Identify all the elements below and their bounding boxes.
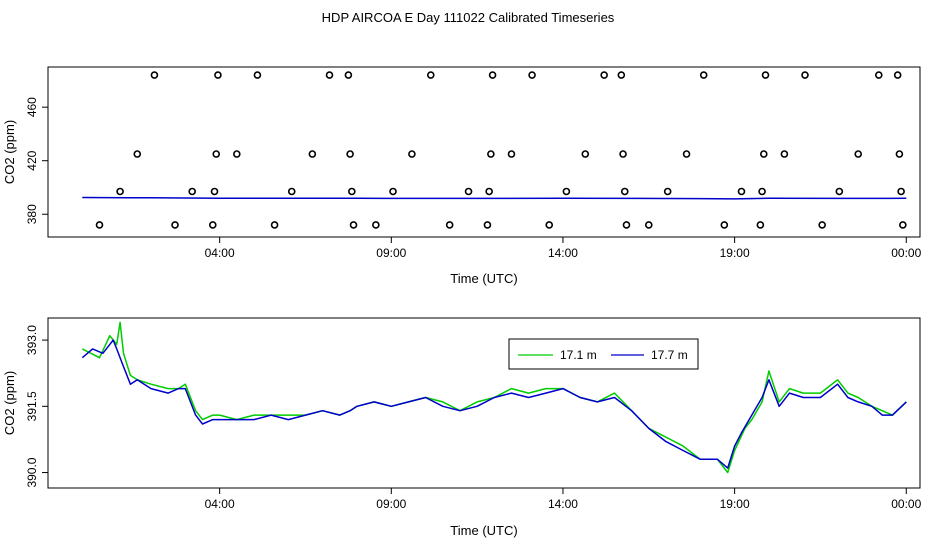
data-point [372, 221, 380, 229]
data-point [233, 150, 241, 158]
plot-frame [47, 66, 921, 238]
data-point [214, 71, 222, 79]
data-point [346, 150, 354, 158]
data-point [622, 221, 631, 229]
x-tick-label: 04:00 [205, 497, 235, 511]
data-point [507, 150, 516, 158]
data-point [875, 71, 883, 79]
data-point [801, 71, 809, 79]
x-tick-label: 19:00 [720, 497, 750, 511]
data-point [780, 150, 789, 158]
data-point [208, 221, 217, 229]
panel-marks [82, 71, 907, 229]
data-point [485, 187, 493, 196]
panel-ticks: 04:00 09:00 14:00 19:00 00:00 390.0 391.5 393.0 [25, 325, 922, 511]
data-point [349, 221, 358, 229]
data-point [344, 71, 353, 79]
data-point [270, 221, 279, 229]
series-line-0 [82, 196, 907, 200]
x-tick-label: 09:00 [376, 246, 406, 260]
x-tick-label: 04:00 [205, 246, 235, 260]
data-point [699, 71, 708, 79]
data-point [348, 187, 356, 196]
y-tick-label: 460 [25, 97, 39, 117]
figure-title: HDP AIRCOA E Day 111022 Calibrated Times… [322, 10, 615, 25]
data-point [620, 187, 629, 196]
data-point [545, 221, 554, 229]
data-point [619, 150, 627, 158]
data-point [171, 221, 179, 229]
line-panel: 04:00 09:00 14:00 19:00 00:00 390.0 391.5 393.0… [2, 317, 922, 538]
x-tick-label: 14:00 [548, 497, 578, 511]
legend: 17.1 m 17.7 m [508, 338, 699, 370]
legend-label-17-7m: 17.7 m [651, 348, 688, 362]
y-tick-label: 391.5 [25, 391, 39, 421]
x-axis-label: Time (UTC) [450, 523, 517, 538]
data-point [818, 221, 826, 229]
plot-frame [47, 317, 921, 489]
y-tick-label: 420 [25, 150, 39, 170]
y-tick-label: 390.0 [25, 457, 39, 487]
data-point [150, 71, 159, 79]
data-point [308, 150, 317, 158]
data-point [253, 71, 262, 79]
data-point [426, 71, 435, 79]
y-tick-label: 393.0 [25, 325, 39, 355]
data-point [488, 71, 497, 79]
data-point [682, 150, 691, 158]
x-tick-label: 00:00 [891, 246, 921, 260]
data-point [210, 187, 219, 196]
data-point [759, 150, 768, 158]
data-point [188, 187, 196, 196]
panel-marks [81, 321, 907, 474]
data-point [483, 221, 492, 229]
data-point [835, 187, 844, 196]
data-point [325, 71, 334, 79]
data-point [445, 221, 454, 229]
data-point [581, 150, 590, 158]
y-axis-label: CO2 (ppm) [2, 120, 17, 184]
scatter-panel: 04:00 09:00 14:00 19:00 00:00 380 420 460 Time … [2, 66, 922, 286]
data-point [663, 187, 672, 196]
data-point [116, 187, 124, 196]
data-point [562, 187, 571, 196]
data-point [408, 150, 416, 158]
data-point [133, 150, 142, 158]
data-point [287, 187, 296, 196]
x-tick-label: 19:00 [720, 246, 750, 260]
x-tick-label: 09:00 [376, 497, 406, 511]
data-point [756, 221, 765, 229]
data-point [761, 71, 770, 79]
y-tick-label: 380 [25, 204, 39, 224]
data-point [758, 187, 766, 196]
x-tick-label: 14:00 [548, 246, 578, 260]
data-point [893, 71, 902, 79]
x-tick-label: 00:00 [891, 497, 921, 511]
data-point [389, 187, 397, 196]
data-point [212, 150, 221, 158]
series-line-1 [81, 339, 907, 469]
data-point [644, 221, 653, 229]
data-point [487, 150, 495, 158]
data-point [854, 150, 863, 158]
data-point [464, 187, 473, 196]
data-point [600, 71, 608, 79]
legend-label-17-1m: 17.1 m [560, 348, 597, 362]
series-line-0 [81, 321, 907, 474]
data-point [617, 71, 626, 79]
data-point [737, 187, 746, 196]
legend-box [508, 338, 699, 370]
data-point [897, 187, 905, 196]
data-point [720, 221, 729, 229]
data-point [895, 150, 904, 158]
data-point [899, 221, 907, 229]
y-axis-label: CO2 (ppm) [2, 371, 17, 435]
x-axis-label: Time (UTC) [450, 271, 517, 286]
panel-ticks: 04:00 09:00 14:00 19:00 00:00 380 420 460 [25, 97, 922, 260]
data-point [95, 221, 104, 229]
data-point [528, 71, 536, 79]
